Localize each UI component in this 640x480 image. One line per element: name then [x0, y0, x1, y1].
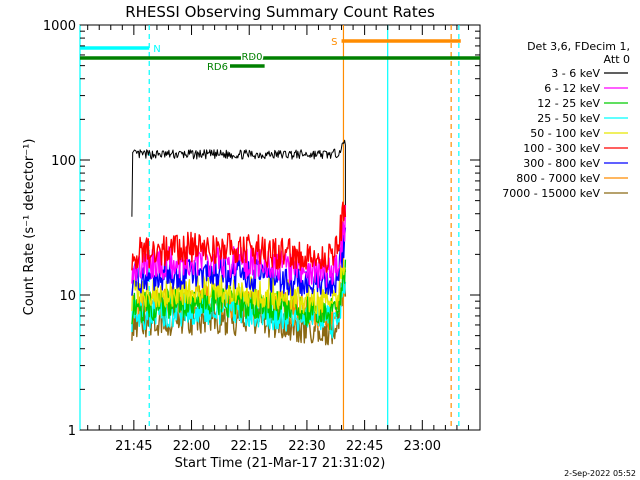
legend-entry-5: 50 - 100 keV	[530, 127, 600, 140]
legend-entry-7: 300 - 800 keV	[523, 157, 600, 170]
legend-entry-9: 7000 - 15000 keV	[502, 187, 600, 200]
y-tick-label-2: 100	[51, 154, 76, 169]
annotation-label-rd0: RD0	[241, 52, 262, 63]
axes: 1 10 100 1000 21:45 22:00 22:15 22:30 22:45 23:00	[43, 19, 480, 454]
legend-entry-4: 25 - 50 keV	[537, 112, 600, 125]
chart-title: RHESSI Observing Summary Count Rates	[125, 3, 435, 21]
plot-frame	[79, 24, 481, 431]
y-tick-label-0: 1	[68, 424, 76, 439]
y-tick-label-1: 10	[59, 289, 76, 304]
legend: Det 3,6, FDecim 1,Att 0 3 - 6 keV 6 - 12 k…	[502, 40, 630, 200]
series-lines	[131, 139, 347, 346]
footer-timestamp: 2-Sep-2022 05:52	[564, 469, 636, 478]
vertical-markers	[79, 25, 460, 430]
annotation-bars: N S RD0 RD6	[80, 37, 480, 73]
series-line-3	[131, 259, 347, 330]
legend-entry-1: 3 - 6 keV	[551, 67, 600, 80]
legend-entry-2: 6 - 12 keV	[544, 82, 600, 95]
series-line-1	[131, 139, 346, 217]
legend-entry-6: 100 - 300 keV	[523, 142, 600, 155]
legend-header-1: Att 0	[604, 53, 630, 66]
series-line-6	[131, 201, 347, 273]
y-tick-label-3: 1000	[43, 19, 76, 34]
series-line-7	[131, 227, 347, 297]
x-tick-label-0: 21:45	[115, 439, 152, 454]
annotation-label-s: S	[331, 37, 337, 48]
legend-header-0: Det 3,6, FDecim 1,	[527, 40, 630, 53]
x-tick-label-5: 23:00	[404, 439, 441, 454]
legend-entry-8: 800 - 7000 keV	[516, 172, 600, 185]
annotation-label-n: N	[153, 44, 160, 55]
y-axis-label: Count Rate (s⁻¹ detector⁻¹)	[22, 139, 37, 316]
annotation-label-rd6: RD6	[207, 62, 228, 73]
x-tick-label-3: 22:30	[288, 439, 325, 454]
legend-entry-3: 12 - 25 keV	[537, 97, 600, 110]
x-tick-label-1: 22:00	[173, 439, 210, 454]
x-axis-label: Start Time (21-Mar-17 21:31:02)	[175, 456, 386, 471]
series-line-5	[131, 258, 346, 316]
x-tick-label-2: 22:15	[230, 439, 267, 454]
plot-area	[79, 24, 481, 431]
x-tick-label-4: 22:45	[346, 439, 383, 454]
